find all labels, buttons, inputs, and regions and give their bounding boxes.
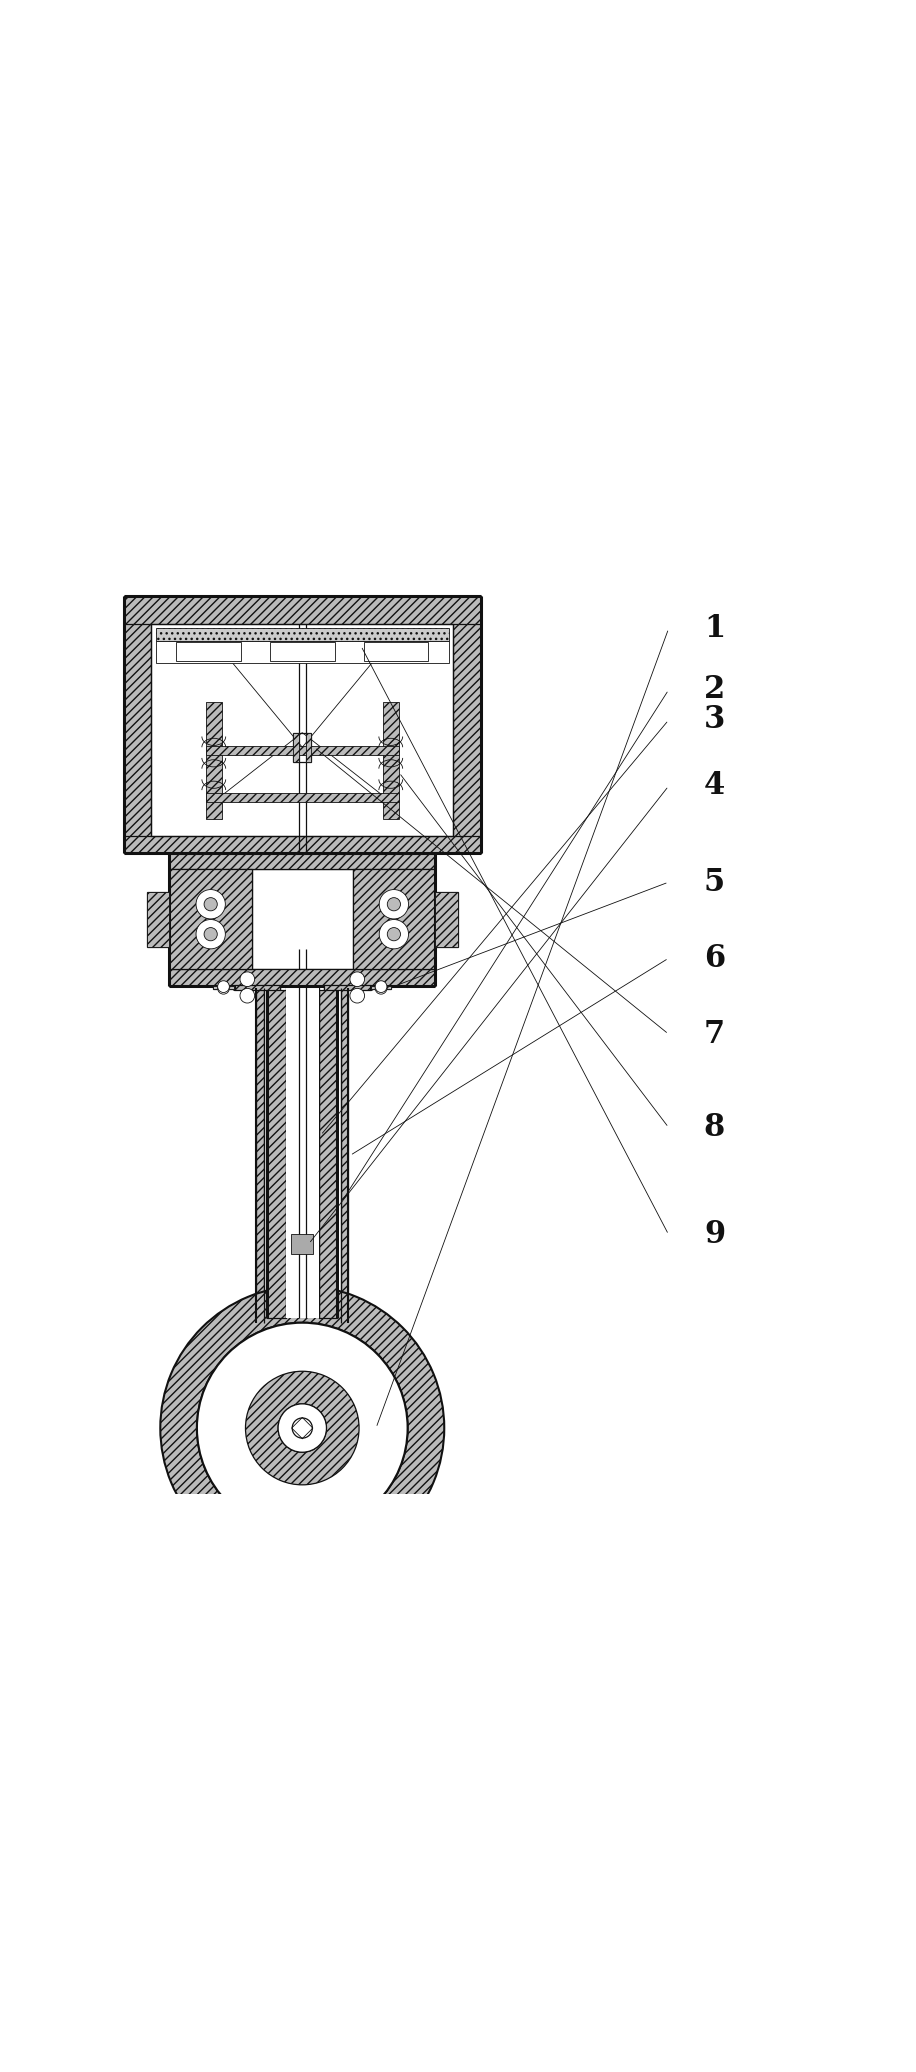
- Text: 9: 9: [703, 1218, 725, 1249]
- Wedge shape: [160, 1287, 444, 1571]
- Bar: [205, 794, 399, 802]
- Circle shape: [218, 982, 229, 995]
- Bar: [286, 986, 319, 1318]
- Bar: [147, 893, 169, 947]
- Bar: [169, 854, 435, 870]
- Bar: [124, 837, 481, 854]
- Bar: [353, 870, 435, 970]
- Bar: [156, 640, 449, 663]
- Bar: [341, 988, 348, 1322]
- Circle shape: [292, 1417, 312, 1438]
- Bar: [293, 733, 299, 762]
- Circle shape: [204, 928, 217, 941]
- Bar: [176, 642, 241, 661]
- Bar: [267, 986, 286, 1318]
- Bar: [124, 597, 151, 854]
- Bar: [435, 893, 458, 947]
- Circle shape: [379, 920, 409, 949]
- Bar: [234, 984, 280, 990]
- Circle shape: [387, 928, 400, 941]
- Bar: [371, 986, 391, 988]
- Circle shape: [376, 980, 387, 992]
- Bar: [169, 970, 435, 986]
- Bar: [252, 870, 353, 970]
- Circle shape: [278, 1405, 326, 1452]
- Bar: [256, 988, 264, 1322]
- Bar: [306, 733, 311, 762]
- Bar: [169, 870, 252, 970]
- Bar: [124, 597, 481, 624]
- Circle shape: [204, 897, 217, 912]
- Bar: [151, 624, 453, 837]
- Circle shape: [387, 897, 400, 912]
- Circle shape: [240, 972, 255, 986]
- Bar: [213, 986, 234, 988]
- Text: 6: 6: [703, 943, 725, 974]
- Circle shape: [350, 972, 365, 986]
- Circle shape: [196, 889, 225, 918]
- Circle shape: [379, 889, 409, 918]
- Bar: [383, 702, 399, 818]
- Circle shape: [376, 982, 387, 995]
- Bar: [291, 1233, 313, 1254]
- Text: 8: 8: [703, 1113, 725, 1144]
- Bar: [270, 642, 334, 661]
- Bar: [364, 642, 429, 661]
- Circle shape: [197, 1322, 408, 1533]
- Bar: [280, 984, 324, 990]
- Circle shape: [196, 920, 225, 949]
- Text: 3: 3: [703, 704, 725, 736]
- Text: 1: 1: [703, 613, 725, 644]
- Bar: [205, 702, 222, 818]
- Bar: [453, 597, 481, 854]
- Text: 4: 4: [703, 771, 725, 802]
- Bar: [156, 628, 449, 640]
- Bar: [324, 984, 371, 990]
- Bar: [205, 746, 399, 754]
- Bar: [319, 986, 337, 1318]
- Text: 7: 7: [703, 1019, 725, 1051]
- Text: 5: 5: [703, 866, 725, 897]
- Wedge shape: [245, 1372, 359, 1486]
- Circle shape: [350, 988, 365, 1003]
- Text: 2: 2: [703, 673, 725, 704]
- Circle shape: [218, 980, 229, 992]
- Circle shape: [240, 988, 255, 1003]
